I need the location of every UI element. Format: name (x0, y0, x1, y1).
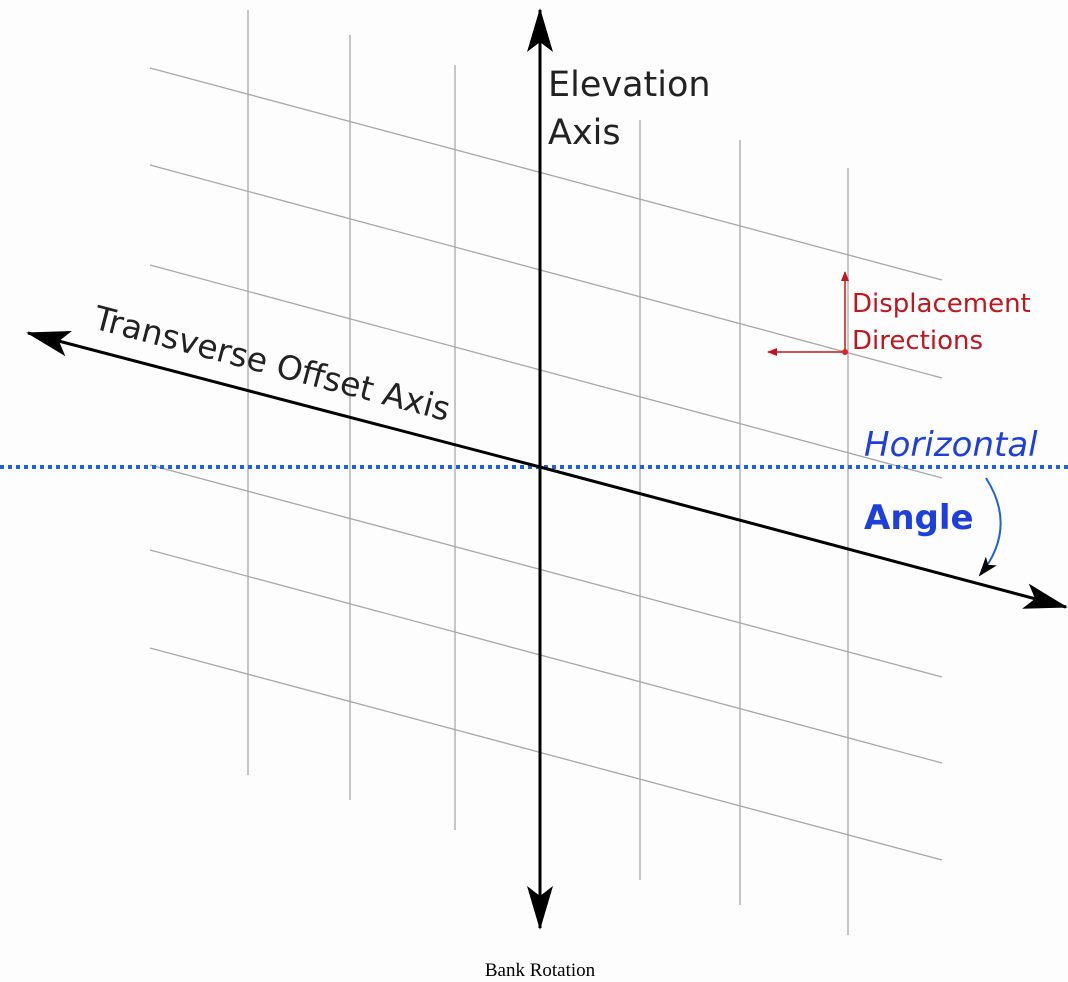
angle-arc (978, 477, 1002, 577)
grid (149, 10, 943, 935)
displacement-point (842, 349, 848, 355)
transverse-axis-right (539, 465, 1068, 609)
displacement-label: Directions (852, 326, 983, 356)
elevation-label: Axis (548, 113, 621, 153)
elevation-label: Elevation (548, 65, 711, 105)
angle-label: Angle (864, 498, 974, 538)
displacement-label: Displacement (852, 289, 1031, 319)
transverse-axis-left (26, 331, 541, 469)
caption: Bank Rotation (485, 960, 596, 981)
horizontal-label: Horizontal (864, 425, 1038, 465)
